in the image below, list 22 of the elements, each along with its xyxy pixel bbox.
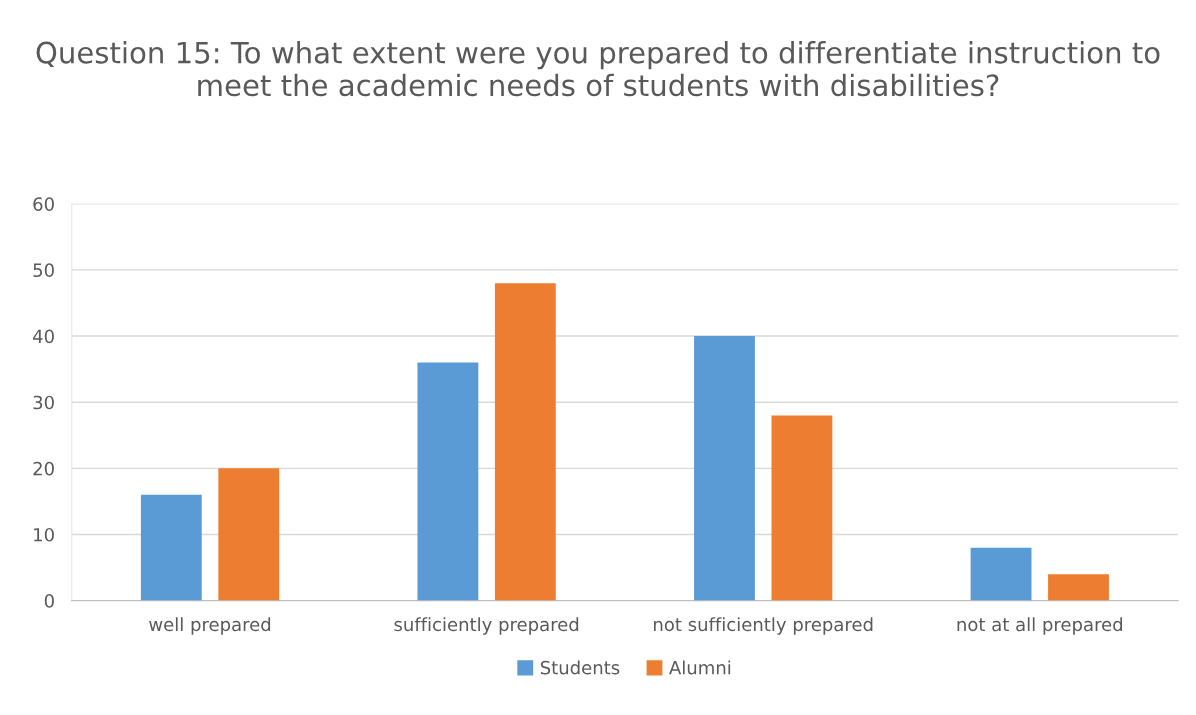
bar — [218, 468, 280, 601]
x-tick-label: well prepared — [149, 617, 271, 635]
bar — [1048, 574, 1109, 601]
bar — [771, 415, 833, 601]
y-tick-label: 20 — [33, 461, 54, 476]
y-tick-label: 0 — [44, 594, 54, 608]
bar — [417, 362, 479, 601]
legend-label: Alumni — [669, 660, 731, 675]
chart-title: Question 15: To what extent were you prepared to differentiate instruction to meet the academic needs of students with disabilities? — [36, 41, 1160, 97]
y-tick-label: 10 — [34, 527, 54, 542]
bar — [494, 283, 556, 601]
x-tick-label: sufficiently prepared — [394, 617, 579, 635]
y-tick-label: 50 — [33, 263, 54, 278]
y-tick-label: 30 — [33, 395, 54, 410]
y-tick-label: 40 — [33, 329, 54, 344]
bar — [694, 336, 755, 601]
bar — [970, 547, 1032, 601]
x-tick-label: not sufficiently prepared — [654, 617, 873, 635]
y-tick-label: 60 — [33, 197, 54, 211]
legend-label: Students — [540, 660, 620, 675]
bar — [140, 494, 202, 601]
x-tick-label: not at all prepared — [957, 617, 1122, 635]
